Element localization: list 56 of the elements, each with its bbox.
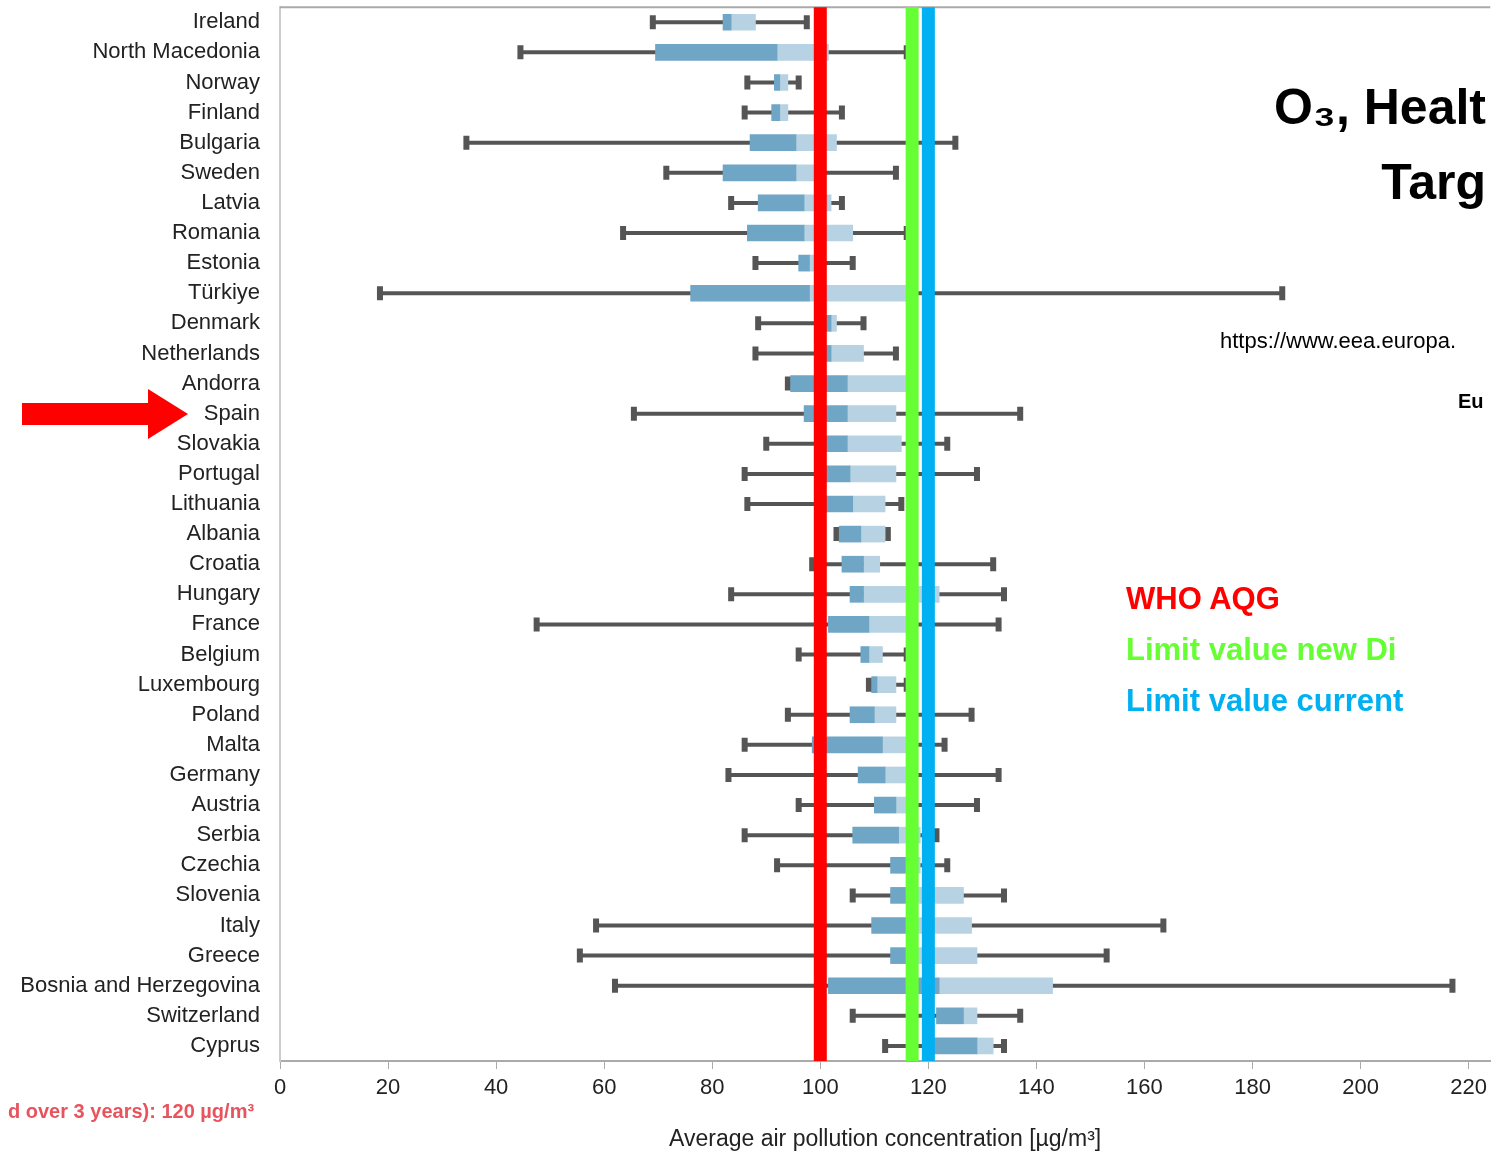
- x-axis-title: Average air pollution concentration [µg/m³]: [669, 1124, 1102, 1151]
- y-tick-label: Slovakia: [176, 429, 261, 455]
- y-tick-label: Poland: [191, 700, 260, 726]
- y-tick-label: Denmark: [170, 309, 261, 335]
- x-tick-label: 220: [1450, 1074, 1488, 1100]
- y-tick-label: Slovenia: [175, 881, 261, 907]
- text: d over 3 years): 120 µg/m³: [8, 1099, 255, 1122]
- y-tick-label: North Macedonia: [92, 38, 261, 64]
- y-tick-label: Czechia: [180, 851, 261, 877]
- y-tick-label: Norway: [185, 68, 260, 94]
- text: O₃, Healt: [1273, 78, 1487, 135]
- x-tick-label: 80: [699, 1074, 725, 1100]
- y-tick-label: Romania: [171, 219, 261, 245]
- y-tick-label: Malta: [206, 730, 261, 756]
- y-tick-label: Spain: [203, 399, 260, 425]
- x-tick-label: 0: [273, 1074, 287, 1100]
- y-tick-label: Greece: [187, 941, 260, 967]
- y-tick-label: Netherlands: [141, 339, 260, 365]
- y-tick-label: Ireland: [192, 8, 260, 34]
- y-tick-label: Albania: [186, 520, 261, 546]
- text: Targ: [1381, 153, 1486, 210]
- y-tick-label: Hungary: [176, 580, 260, 606]
- y-tick-label: Finland: [187, 98, 260, 124]
- y-tick-label: Sweden: [180, 158, 260, 184]
- y-tick-label: Italy: [219, 911, 260, 937]
- x-tick-label: 40: [483, 1074, 509, 1100]
- ref-line-label: WHO AQG: [1126, 580, 1280, 616]
- y-tick-label: Lithuania: [170, 490, 261, 516]
- y-tick-label: Bosnia and Herzegovina: [20, 971, 261, 997]
- x-tick-label: 200: [1342, 1074, 1379, 1100]
- y-tick-label: Latvia: [201, 188, 261, 214]
- y-tick-label: Cyprus: [190, 1032, 260, 1058]
- annotation: Eu: [1458, 389, 1484, 412]
- x-tick-label: 60: [591, 1074, 617, 1100]
- y-tick-label: Andorra: [181, 369, 261, 395]
- y-tick-label: Switzerland: [146, 1001, 260, 1027]
- x-tick-label: 140: [1018, 1074, 1055, 1100]
- y-tick-label: Portugal: [178, 459, 260, 485]
- y-tick-label: Estonia: [186, 249, 261, 275]
- y-tick-label: Germany: [169, 761, 260, 787]
- y-tick-label: France: [191, 610, 260, 636]
- y-tick-label: Croatia: [189, 550, 261, 576]
- y-tick-label: Belgium: [180, 640, 260, 666]
- ref-line-label: Limit value new Di: [1126, 631, 1397, 667]
- y-tick-label: Bulgaria: [179, 128, 261, 154]
- x-tick-label: 100: [801, 1074, 839, 1100]
- y-tick-label: Türkiye: [187, 279, 260, 305]
- y-tick-label: Luxembourg: [137, 670, 260, 696]
- annotation: https://www.eea.europa.: [1220, 328, 1457, 354]
- x-tick-label: 120: [909, 1074, 947, 1100]
- y-tick-label: Serbia: [196, 821, 261, 847]
- ref-line-label: Limit value current: [1126, 682, 1404, 718]
- x-tick-label: 160: [1126, 1074, 1163, 1100]
- x-tick-label: 180: [1234, 1074, 1271, 1100]
- y-tick-label: Austria: [191, 791, 261, 817]
- x-tick-label: 20: [375, 1074, 401, 1100]
